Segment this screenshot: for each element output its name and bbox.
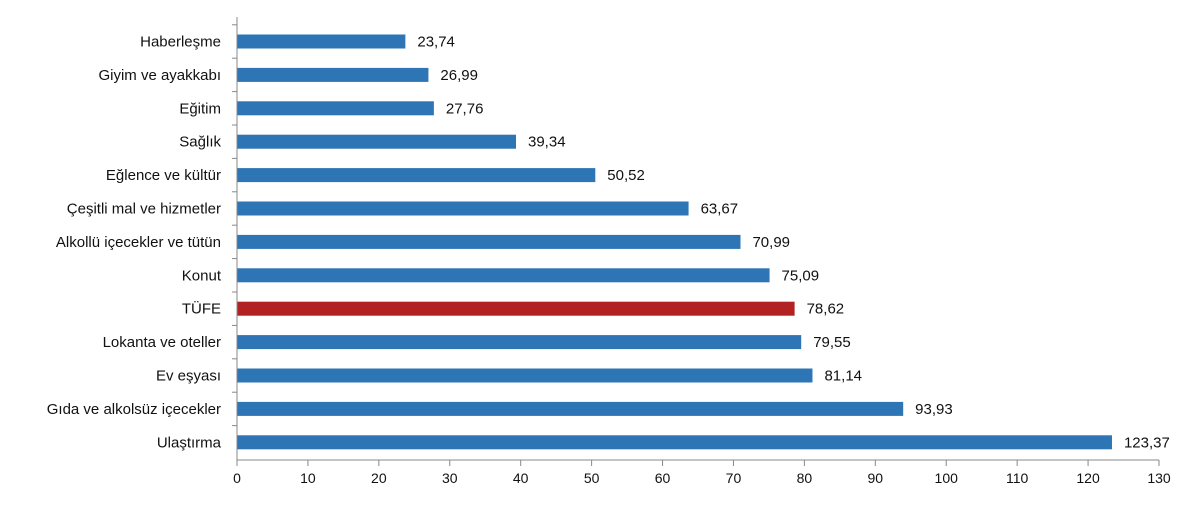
value-label: 27,76	[446, 100, 484, 117]
bar	[237, 368, 813, 383]
bars-group	[237, 34, 1112, 450]
value-label: 78,62	[807, 301, 845, 318]
bar	[237, 335, 802, 350]
category-label: Giyim ve ayakkabı	[98, 67, 221, 84]
value-label: 26,99	[440, 67, 478, 84]
value-label: 75,09	[782, 267, 820, 284]
category-label: Haberleşme	[140, 34, 221, 51]
category-label: Sağlık	[179, 134, 221, 151]
category-label: Gıda ve alkolsüz içecekler	[47, 401, 221, 418]
category-label: TÜFE	[182, 300, 221, 318]
bar	[237, 134, 517, 149]
value-label: 50,52	[607, 167, 645, 184]
x-tick-label: 60	[655, 470, 671, 486]
axes	[232, 17, 1159, 461]
bar	[237, 234, 741, 249]
bar	[237, 268, 770, 283]
bar	[237, 201, 689, 216]
category-label: Çeşitli mal ve hizmetler	[67, 201, 221, 218]
x-tick-label: 90	[868, 470, 884, 486]
bar	[237, 34, 406, 49]
value-label: 70,99	[752, 234, 790, 251]
x-tick-label: 0	[233, 470, 241, 486]
x-tick-label: 30	[442, 470, 458, 486]
bar	[237, 401, 904, 416]
bar	[237, 168, 596, 183]
category-label: Ev eşyası	[156, 368, 221, 385]
value-label: 23,74	[417, 34, 455, 51]
category-label: Eğlence ve kültür	[106, 167, 221, 184]
category-labels: Haberleşme Giyim ve ayakkabı Eğitim Sağlık E…	[47, 34, 222, 452]
x-tick-label: 20	[371, 470, 387, 486]
category-label: Eğitim	[179, 100, 221, 117]
bar-highlight	[237, 301, 795, 316]
category-label: Alkollü içecekler ve tütün	[56, 234, 221, 251]
value-labels: 23,74 26,99 27,76 39,34 50,52 63,67 70,99 75,09…	[417, 34, 1169, 452]
value-label: 39,34	[528, 134, 566, 151]
category-label: Konut	[182, 267, 222, 284]
x-ticks: 0 10 20 30 40 50 60 70 80 90 100 110 120 130	[233, 460, 1171, 486]
x-tick-label: 100	[935, 470, 959, 486]
x-tick-label: 80	[797, 470, 813, 486]
value-label: 123,37	[1124, 434, 1170, 451]
x-tick-label: 40	[513, 470, 529, 486]
bar	[237, 435, 1112, 450]
x-tick-label: 120	[1076, 470, 1100, 486]
x-tick-label: 110	[1006, 470, 1029, 486]
value-label: 81,14	[824, 368, 862, 385]
value-label: 63,67	[701, 201, 739, 218]
category-label: Ulaştırma	[157, 434, 222, 451]
bar	[237, 101, 434, 116]
value-label: 79,55	[813, 334, 851, 351]
x-tick-label: 70	[726, 470, 742, 486]
category-label: Lokanta ve oteller	[103, 334, 221, 351]
bar	[237, 67, 429, 82]
value-label: 93,93	[915, 401, 953, 418]
x-tick-label: 10	[300, 470, 316, 486]
x-tick-label: 50	[584, 470, 600, 486]
x-tick-label: 130	[1147, 470, 1171, 486]
